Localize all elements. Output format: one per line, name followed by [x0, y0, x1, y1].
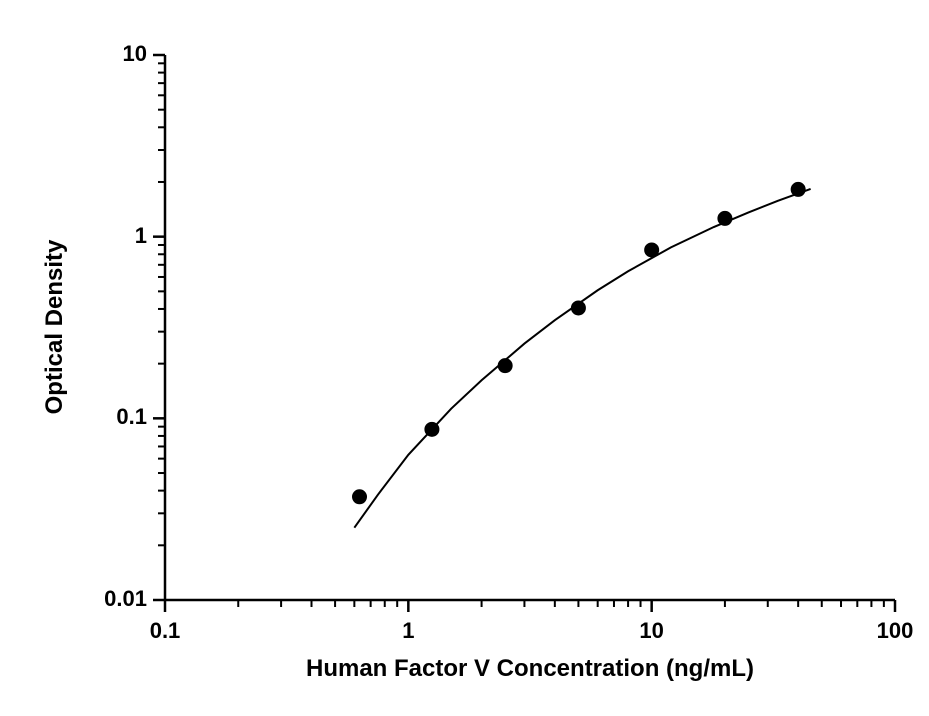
x-tick-label: 1 [378, 618, 438, 644]
x-tick-label: 100 [865, 618, 925, 644]
y-tick-label: 0.01 [104, 586, 147, 612]
x-tick-label: 10 [622, 618, 682, 644]
chart-container: Optical Density Human Factor V Concentra… [0, 0, 929, 716]
y-tick-label: 1 [135, 223, 147, 249]
y-tick-label: 0.1 [116, 404, 147, 430]
y-tick-label: 10 [123, 41, 147, 67]
x-tick-label: 0.1 [135, 618, 195, 644]
x-axis-label: Human Factor V Concentration (ng/mL) [165, 655, 895, 683]
y-axis-label: Optical Density [41, 177, 69, 477]
